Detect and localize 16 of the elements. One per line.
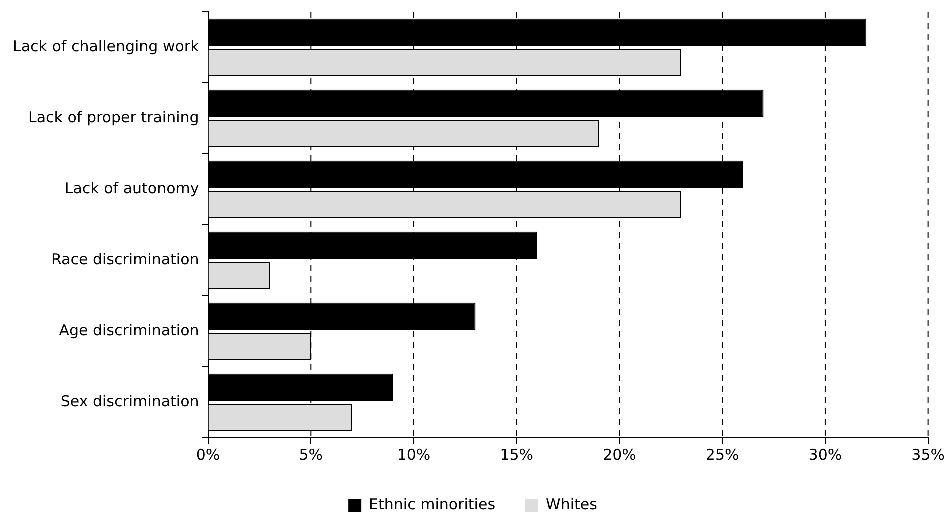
y-tick-label: Race discrimination — [51, 250, 200, 268]
legend-label: Ethnic minorities — [369, 495, 496, 514]
x-tick-label: 20% — [603, 446, 636, 464]
x-tick-label: 15% — [500, 446, 534, 464]
x-tick-label: 35% — [912, 446, 945, 464]
y-tick-label: Age discrimination — [59, 321, 200, 340]
legend-label: Whites — [546, 495, 598, 514]
x-tick-label: 0% — [196, 446, 220, 464]
x-tick-label: 10% — [397, 446, 431, 464]
x-tick-label: 5% — [299, 446, 324, 464]
x-tick-label: 30% — [808, 446, 842, 464]
y-tick-label: Lack of autonomy — [64, 179, 200, 198]
y-tick-label: Sex discrimination — [60, 392, 200, 410]
y-tick-label: Lack of proper training — [28, 108, 200, 126]
y-tick-label: Lack of challenging work — [12, 37, 200, 56]
x-tick-label: 25% — [706, 446, 740, 464]
